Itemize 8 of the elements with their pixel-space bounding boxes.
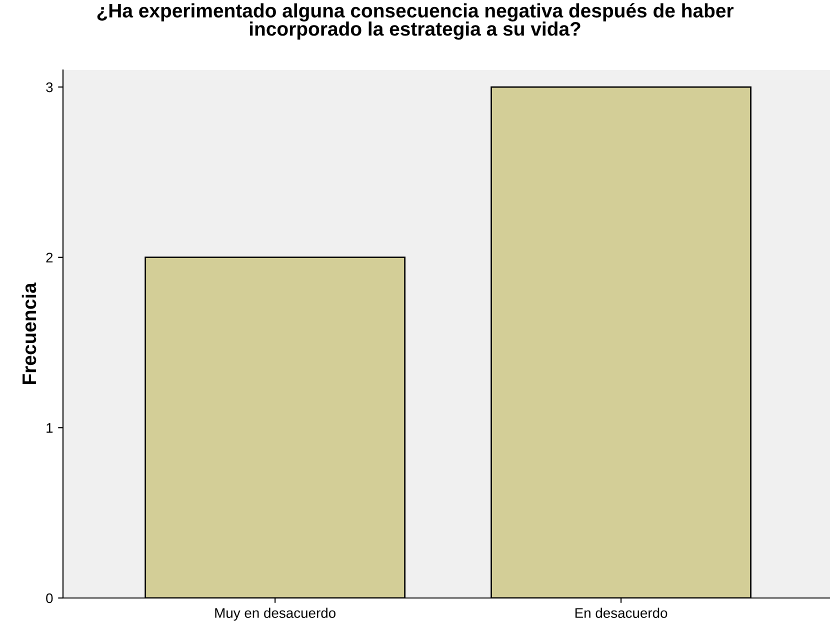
y-axis-title: Frecuencia bbox=[22, 282, 36, 384]
y-tick-label: 3 bbox=[46, 82, 53, 92]
y-tick-label: 0 bbox=[46, 593, 53, 604]
y-tick-label: 1 bbox=[46, 423, 53, 433]
x-tick-label: Muy en desacuerdo bbox=[215, 608, 336, 621]
x-tick-label: En desacuerdo bbox=[575, 608, 668, 618]
chart-title: ¿Ha experimentado alguna consecuencia negativa después de haber incorporado la estrategia a su vida? bbox=[97, 3, 734, 40]
y-tick-label: 2 bbox=[46, 252, 53, 262]
